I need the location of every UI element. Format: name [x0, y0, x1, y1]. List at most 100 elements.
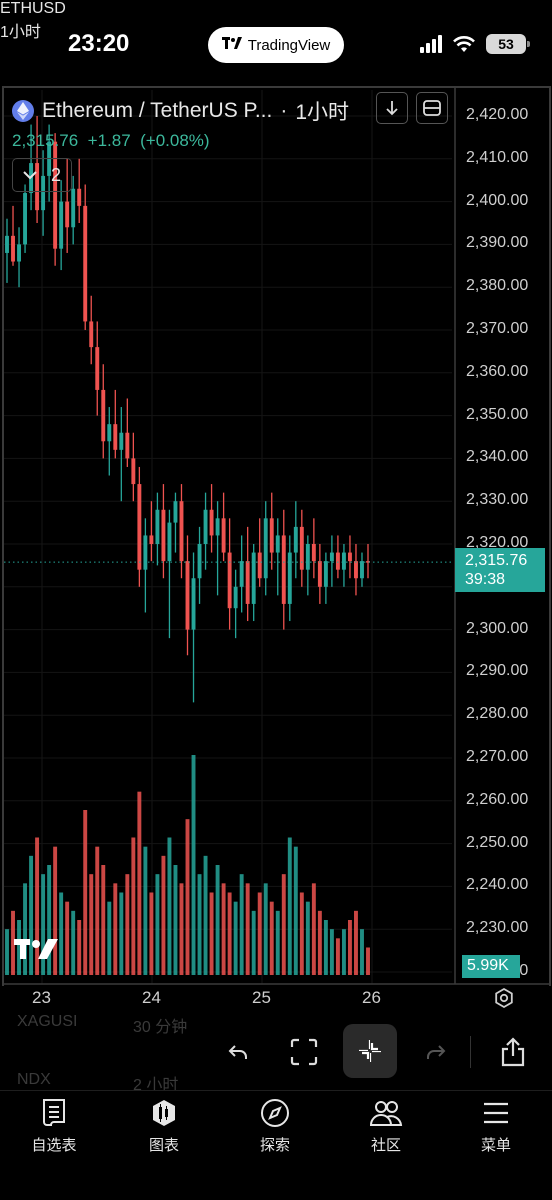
indicators-collapse-button[interactable]: 2: [12, 158, 72, 192]
price-tick-label: 2,320.00: [466, 534, 529, 551]
share-button[interactable]: [493, 1032, 533, 1072]
candle-body: [203, 509, 208, 544]
candle-body: [293, 526, 298, 553]
undo-button[interactable]: [218, 1032, 258, 1072]
volume-bar: [65, 901, 70, 975]
candle-body: [155, 509, 160, 544]
volume-bar: [275, 910, 280, 975]
price-tick-label: 2,400.00: [466, 191, 529, 209]
tab-label: 探索: [259, 1137, 290, 1154]
candle-body: [41, 175, 46, 211]
chevron-down-icon: [23, 170, 37, 179]
volume-bar: [239, 874, 244, 975]
candle-body: [179, 501, 184, 562]
crosshair-button[interactable]: [343, 1024, 397, 1078]
tab-watchlist[interactable]: 自选表: [9, 1094, 99, 1164]
volume-bar: [101, 865, 106, 975]
price-tick-label: 2,300.00: [466, 619, 529, 637]
price-tick-label: 2,350.00: [466, 405, 529, 423]
price-tick-label: 2,270.00: [466, 748, 529, 765]
menu-icon: [484, 1102, 508, 1124]
volume-bar: [311, 883, 316, 975]
arrow-down-button[interactable]: [376, 92, 408, 124]
tab-chart[interactable]: 图表: [119, 1094, 209, 1164]
volume-bar: [89, 874, 94, 975]
interval-selector[interactable]: 1小时: [0, 24, 41, 41]
volume-bar: [263, 883, 268, 975]
candle-body: [131, 458, 136, 485]
candle-body: [227, 552, 232, 609]
candle-body: [341, 552, 346, 570]
volume-bar: [161, 855, 166, 975]
volume-bar: [366, 947, 370, 975]
tab-menu[interactable]: 菜单: [451, 1094, 541, 1164]
volume-bar: [131, 837, 136, 975]
axis-settings-icon[interactable]: [492, 986, 516, 1010]
volume-bar: [47, 865, 52, 975]
candle-body: [35, 163, 40, 211]
time-tick-label: 24: [142, 988, 161, 1007]
volume-bar: [245, 883, 250, 975]
title-separator: ·: [280, 99, 288, 122]
volume-bar: [95, 846, 100, 975]
candlestick-chart[interactable]: [0, 0, 552, 1000]
time-tick-label: 25: [252, 988, 271, 1007]
interval-label[interactable]: 1小时: [295, 101, 350, 124]
crosshair-icon: [356, 1040, 384, 1065]
candle-body: [11, 235, 15, 262]
volume-bar: [221, 883, 226, 975]
price-change: +1.87: [87, 131, 131, 150]
redo-button[interactable]: [416, 1032, 456, 1072]
volume-bar: [179, 883, 184, 975]
symbol-title[interactable]: Ethereum / TetherUS P...: [42, 99, 273, 122]
price-tick-label: 2,240.00: [466, 876, 529, 894]
time-tick-label: 23: [32, 988, 51, 1007]
volume-bar: [83, 810, 88, 975]
fullscreen-toggle-button[interactable]: [416, 92, 448, 124]
undo-icon: [228, 1045, 247, 1059]
cellular-signal-icon: [420, 35, 442, 53]
volume-bar: [125, 874, 130, 975]
volume-bar: [287, 837, 292, 975]
candle-body: [329, 552, 334, 562]
candle-body: [167, 522, 172, 562]
bar-countdown: 39:38: [465, 571, 506, 588]
symbol-selector[interactable]: ETHUSD: [0, 0, 66, 17]
volume-bar: [191, 755, 196, 975]
fullscreen-button[interactable]: [284, 1032, 324, 1072]
price-tick-label: 2,360.00: [466, 362, 529, 380]
ghost-watchlist-row: XAGUSI: [17, 1013, 78, 1030]
volume-bar: [299, 892, 304, 975]
volume-bar: [185, 819, 190, 975]
volume-bar: [77, 920, 82, 975]
clock: 23:20: [68, 30, 130, 57]
volume-bar: [149, 892, 154, 975]
tab-community[interactable]: 社区: [341, 1094, 431, 1164]
volume-bar: [269, 901, 274, 975]
candle-body: [269, 518, 274, 553]
battery-icon: 53: [486, 34, 530, 54]
volume-bar: [317, 910, 322, 975]
price-tick-label: 2,330.00: [466, 491, 529, 509]
symbol-header[interactable]: Ethereum / TetherUS P... · 1小时: [12, 96, 349, 126]
tradingview-pill[interactable]: TradingView: [208, 27, 344, 63]
volume-bar: [35, 837, 40, 975]
candle-body: [191, 578, 196, 630]
volume-bar: [251, 910, 256, 975]
volume-bar: [23, 883, 28, 975]
volume-bar: [257, 892, 262, 975]
community-icon: [369, 1101, 403, 1126]
chart-frame[interactable]: [2, 86, 551, 986]
volume-tag: 5.99K: [462, 955, 520, 978]
current-price-tag: 2,315.76 39:38: [455, 548, 545, 592]
tab-explore[interactable]: 探索: [230, 1094, 320, 1164]
price-tick-label: 2,370.00: [466, 320, 529, 337]
candle-body: [107, 424, 112, 442]
ethereum-icon: [12, 100, 34, 122]
candle-body: [311, 544, 316, 562]
volume-bar: [335, 938, 340, 975]
compass-icon: [261, 1099, 289, 1127]
volume-bar: [29, 855, 34, 975]
candle-body: [317, 561, 322, 587]
volume-bar: [323, 920, 328, 975]
